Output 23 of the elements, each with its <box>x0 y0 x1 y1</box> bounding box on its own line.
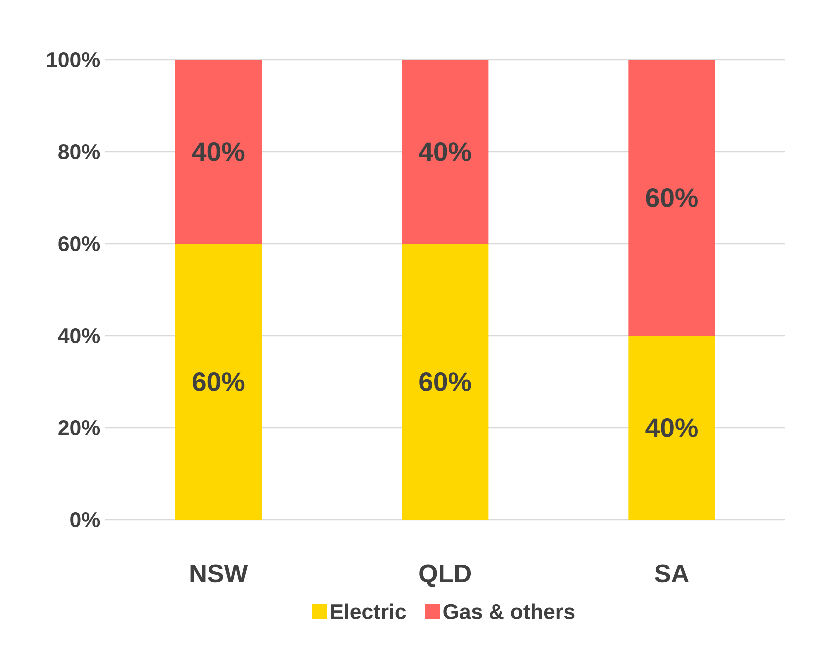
data-label: 40% <box>192 142 245 162</box>
y-tick-label: 80% <box>58 144 100 160</box>
y-tick-label: 0% <box>70 512 100 528</box>
bar <box>402 244 489 520</box>
y-tick-label: 20% <box>58 420 100 436</box>
y-tick-label: 40% <box>58 328 100 344</box>
data-label: 60% <box>192 372 245 392</box>
x-tick-label: QLD <box>420 564 472 588</box>
x-tick-label: SA <box>655 564 689 583</box>
bar <box>628 336 716 520</box>
y-tick-label: 100% <box>47 52 100 68</box>
legend-label: Electric <box>331 604 406 620</box>
data-label: 60% <box>420 372 472 392</box>
bar <box>175 244 262 520</box>
bar <box>628 60 716 336</box>
bar <box>175 60 262 244</box>
data-label: 60% <box>646 188 698 208</box>
bar <box>402 60 489 244</box>
legend-label: Gas & others <box>444 604 575 620</box>
data-label: 40% <box>419 142 472 162</box>
data-label: 40% <box>646 418 698 438</box>
y-tick-label: 60% <box>58 236 100 252</box>
x-tick-label: NSW <box>190 564 248 583</box>
